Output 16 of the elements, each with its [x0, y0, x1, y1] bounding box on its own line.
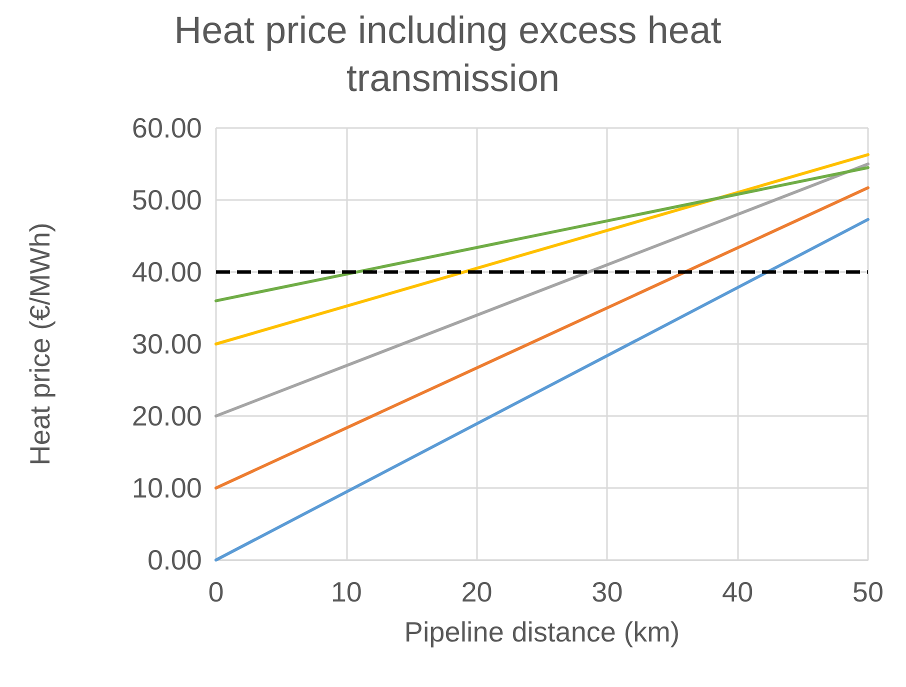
- x-tick-label: 40: [722, 576, 754, 608]
- x-axis-title: Pipeline distance (km): [404, 616, 680, 648]
- y-tick-label: 40.00: [132, 256, 202, 288]
- x-tick-label: 20: [461, 576, 492, 608]
- y-tick-label: 10.00: [132, 472, 202, 504]
- y-tick-label: 60.00: [132, 112, 202, 144]
- x-tick-label: 10: [330, 576, 362, 608]
- y-tick-label: 0.00: [148, 544, 202, 576]
- x-tick-label: 0: [208, 576, 224, 608]
- x-tick-label: 30: [592, 576, 623, 608]
- y-axis-title: Heat price (€/MWh): [24, 222, 56, 466]
- chart-title: Heat price including excess heat transmission: [174, 10, 732, 100]
- y-tick-label: 20.00: [132, 400, 202, 432]
- y-tick-label: 50.00: [132, 184, 202, 216]
- y-tick-label: 30.00: [132, 328, 202, 360]
- x-tick-label: 50: [852, 576, 884, 608]
